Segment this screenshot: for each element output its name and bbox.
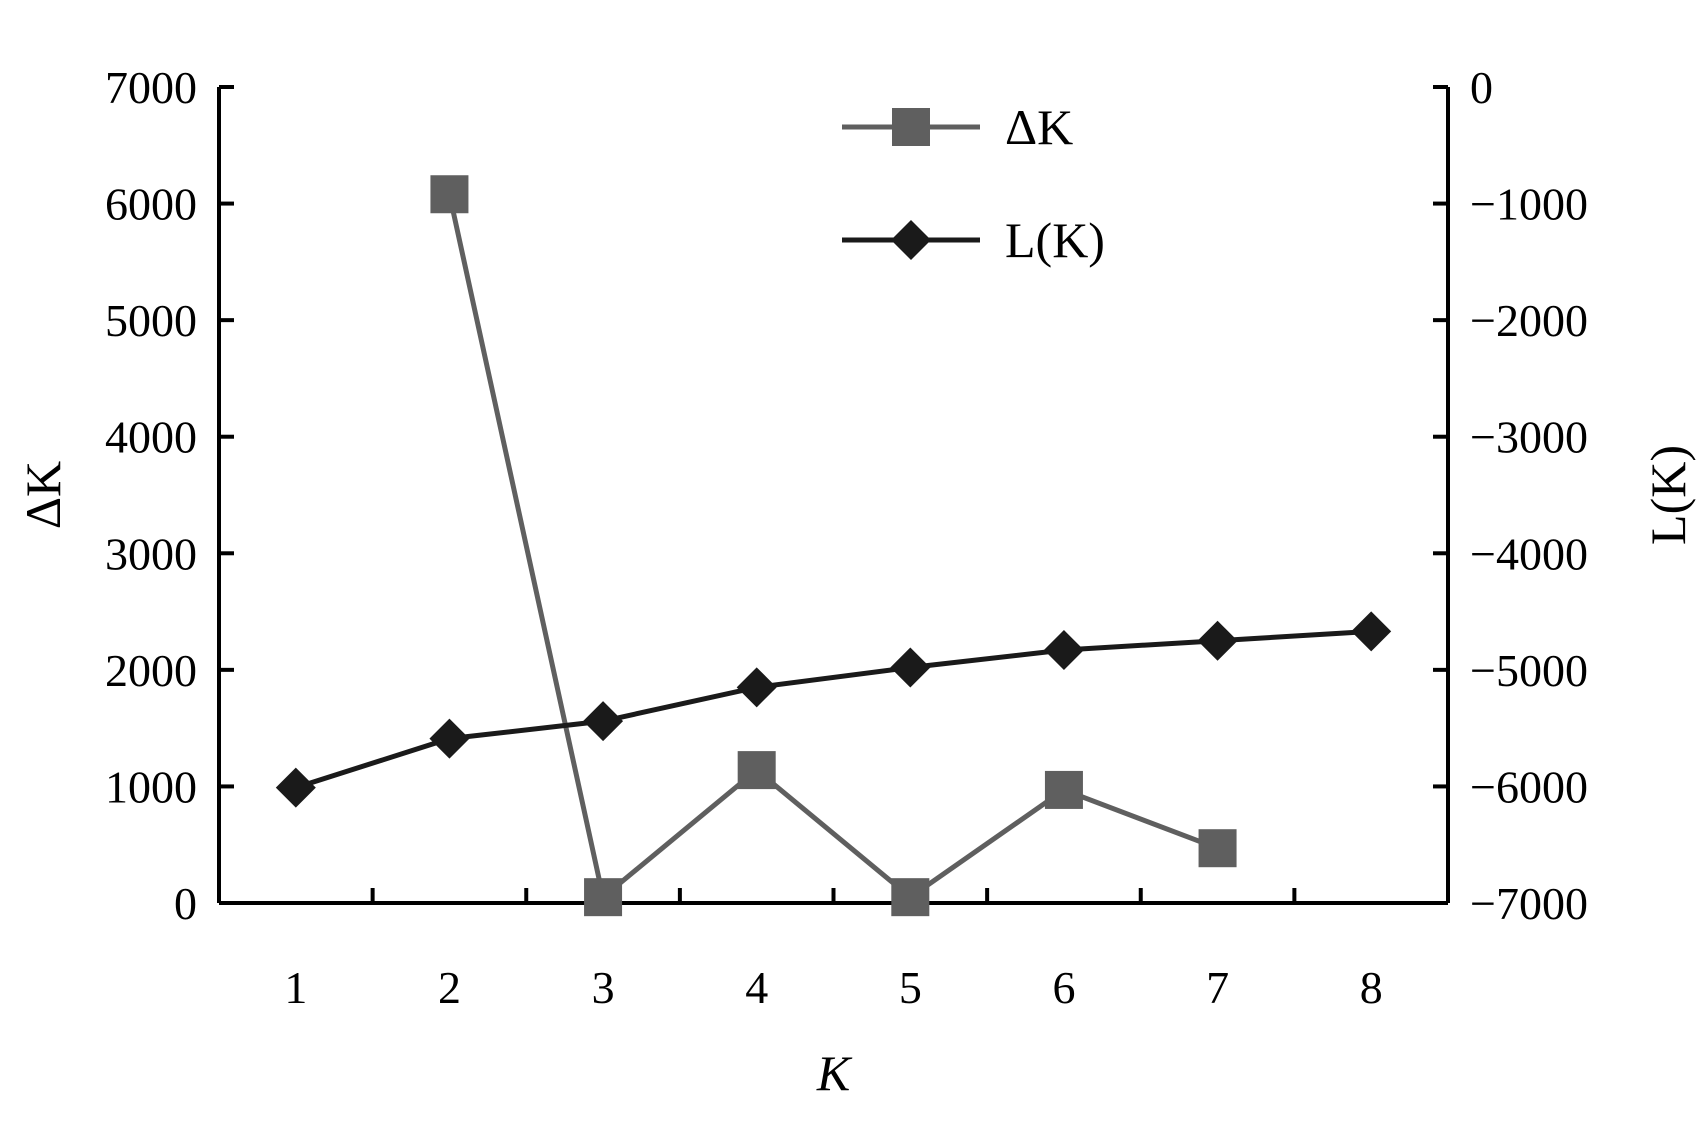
x-axis-title: K <box>816 1045 853 1101</box>
left-y-tick-label: 2000 <box>105 645 197 696</box>
legend-label: ΔK <box>1005 99 1073 155</box>
axes: 0 1000 2000 3000 4000 5000 6000 7000 −7000 −6000 −… <box>15 62 1696 1101</box>
right-y-tick-label: −6000 <box>1470 761 1588 812</box>
data-point-diamond <box>890 647 931 688</box>
data-point-square <box>1198 829 1237 868</box>
data-point-diamond <box>275 767 316 808</box>
right-y-tick-label: −4000 <box>1470 528 1588 579</box>
left-y-tick-label: 5000 <box>105 295 197 346</box>
left-y-axis-title: ΔK <box>15 461 71 529</box>
data-point-square <box>1044 770 1083 809</box>
series-delta-k <box>430 175 1237 917</box>
right-y-axis-title: L(K) <box>1640 445 1696 545</box>
data-point-square <box>737 751 776 790</box>
data-point-diamond <box>583 701 624 742</box>
legend-item: L(K) <box>842 212 1105 268</box>
x-tick-label: 7 <box>1206 962 1229 1013</box>
x-tick-label: 3 <box>592 962 615 1013</box>
data-point-diamond <box>1197 620 1238 661</box>
x-tick-label: 6 <box>1052 962 1075 1013</box>
series-line <box>295 628 1372 790</box>
x-tick-label: 8 <box>1360 962 1383 1013</box>
left-y-tick-label: 1000 <box>105 761 197 812</box>
left-y-tick-label: 6000 <box>105 179 197 230</box>
x-tick-label: 5 <box>899 962 922 1013</box>
legend-marker-square <box>892 108 930 146</box>
left-y-tick-label: 3000 <box>105 528 197 579</box>
data-point-diamond <box>1043 630 1084 671</box>
right-y-tick-label: −3000 <box>1470 412 1588 463</box>
left-y-tick-label: 0 <box>174 878 197 929</box>
data-point-diamond <box>429 718 470 759</box>
left-y-tick-label: 7000 <box>105 62 197 113</box>
data-point-square <box>430 175 469 214</box>
series-line <box>446 193 1219 902</box>
data-point-square <box>584 878 623 917</box>
right-y-tick-label: −2000 <box>1470 295 1588 346</box>
left-y-tick-label: 4000 <box>105 412 197 463</box>
legend-marker-diamond <box>891 220 931 260</box>
right-y-tick-label: −5000 <box>1470 645 1588 696</box>
data-point-square <box>891 878 930 917</box>
series-layer <box>275 175 1392 917</box>
x-tick-label: 2 <box>438 962 461 1013</box>
data-point-diamond <box>736 667 777 708</box>
x-tick-label: 4 <box>745 962 768 1013</box>
x-tick-label: 1 <box>284 962 307 1013</box>
legend: ΔK L(K) <box>842 99 1105 268</box>
legend-label: L(K) <box>1005 212 1105 268</box>
right-y-tick-label: −7000 <box>1470 878 1588 929</box>
right-y-tick-label: 0 <box>1470 62 1493 113</box>
right-y-tick-label: −1000 <box>1470 179 1588 230</box>
data-point-diamond <box>1351 611 1392 652</box>
legend-item: ΔK <box>842 99 1073 155</box>
series-l-k <box>275 611 1392 808</box>
